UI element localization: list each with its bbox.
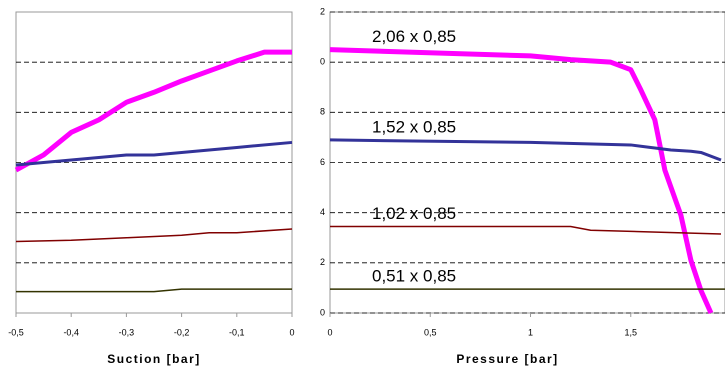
x-tick-label: 0 bbox=[289, 327, 294, 337]
series-line bbox=[329, 138, 722, 162]
y-tick-label: 6 bbox=[320, 157, 325, 167]
series-line bbox=[15, 228, 293, 243]
x-tick-label: -0,1 bbox=[229, 327, 245, 337]
x-axis-label: Suction [bar] bbox=[107, 352, 201, 366]
y-tick-label: 2 bbox=[320, 6, 325, 16]
y-tick-label: 8 bbox=[320, 107, 325, 117]
y-tick-label: 0 bbox=[320, 57, 325, 67]
y-tick-label: 2 bbox=[320, 257, 325, 267]
series-label: 1,52 x 0,85 bbox=[372, 117, 456, 136]
series-label: 2,06 x 0,85 bbox=[372, 27, 456, 46]
y-tick-label: 0 bbox=[320, 307, 325, 317]
y-tick-label: 4 bbox=[320, 207, 325, 217]
x-tick-label: -0,4 bbox=[63, 327, 79, 337]
series-line bbox=[14, 49, 292, 173]
series-line bbox=[330, 225, 722, 235]
x-tick-label: 0,5 bbox=[424, 327, 437, 337]
series-label: 0,51 x 0,85 bbox=[372, 267, 456, 286]
x-axis-label: Pressure [bar] bbox=[456, 352, 558, 366]
x-tick-label: -0,5 bbox=[8, 327, 24, 337]
x-tick-label: 0 bbox=[327, 327, 332, 337]
series-line bbox=[15, 140, 293, 167]
series-line bbox=[329, 47, 714, 315]
x-tick-label: 1,5 bbox=[625, 327, 638, 337]
x-tick-label: 1 bbox=[528, 327, 533, 337]
series-line bbox=[16, 288, 292, 293]
series-label: 1,02 x 0,85 bbox=[372, 204, 456, 223]
x-tick-label: -0,3 bbox=[119, 327, 135, 337]
x-tick-label: -0,2 bbox=[174, 327, 190, 337]
